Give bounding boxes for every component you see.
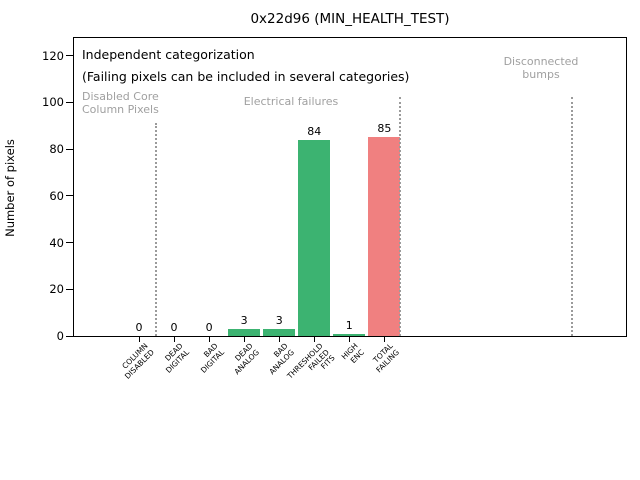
x-tick-mark [208,337,210,342]
note-independent-categorization: Independent categorization [82,47,255,62]
note-failing-pixels: (Failing pixels can be included in sever… [82,69,410,84]
bar [228,329,261,336]
chart-title: 0x22d96 (MIN_HEALTH_TEST) [250,11,450,27]
group-label-disconnected-bumps: Disconnected bumps [503,55,579,81]
bar [368,137,401,336]
bar-value-label: 3 [240,314,248,327]
bar-value-label: 1 [345,319,353,332]
bar-value-label: 0 [170,321,178,334]
separator-line [155,123,157,336]
separator-line [399,97,401,336]
y-tick-mark [66,148,73,150]
bar [263,329,296,336]
y-tick-label: 60 [49,188,64,203]
bar-value-label: 84 [307,125,322,138]
y-tick-label: 120 [42,48,64,63]
bar-value-label: 85 [377,122,392,135]
plot-frame [73,37,627,337]
x-tick-mark [138,337,140,342]
bar-value-label: 3 [275,314,283,327]
y-tick-mark [66,335,73,337]
y-tick-mark [66,195,73,197]
group-label-electrical-failures: Electrical failures [243,95,339,108]
y-tick-mark [66,288,73,290]
y-tick-mark [66,242,73,244]
bar [333,334,366,336]
y-tick-mark [66,55,73,57]
y-tick-label: 80 [49,142,64,157]
y-tick-mark [66,101,73,103]
y-tick-label: 40 [49,235,64,250]
bar [298,140,331,336]
x-tick-mark [243,337,245,342]
y-axis-label: Number of pixels [3,139,17,237]
group-label-disabled-core-column-pixels: Disabled Core Column Pixels [82,90,159,116]
x-tick-mark [313,337,315,342]
x-tick-mark [383,337,385,342]
x-tick-mark [348,337,350,342]
x-tick-mark [173,337,175,342]
y-tick-label: 100 [42,95,64,110]
bar-value-label: 0 [205,321,213,334]
separator-line [571,97,573,336]
bar-value-label: 0 [135,321,143,334]
y-tick-label: 20 [49,282,64,297]
x-tick-mark [278,337,280,342]
y-tick-label: 0 [56,329,64,343]
